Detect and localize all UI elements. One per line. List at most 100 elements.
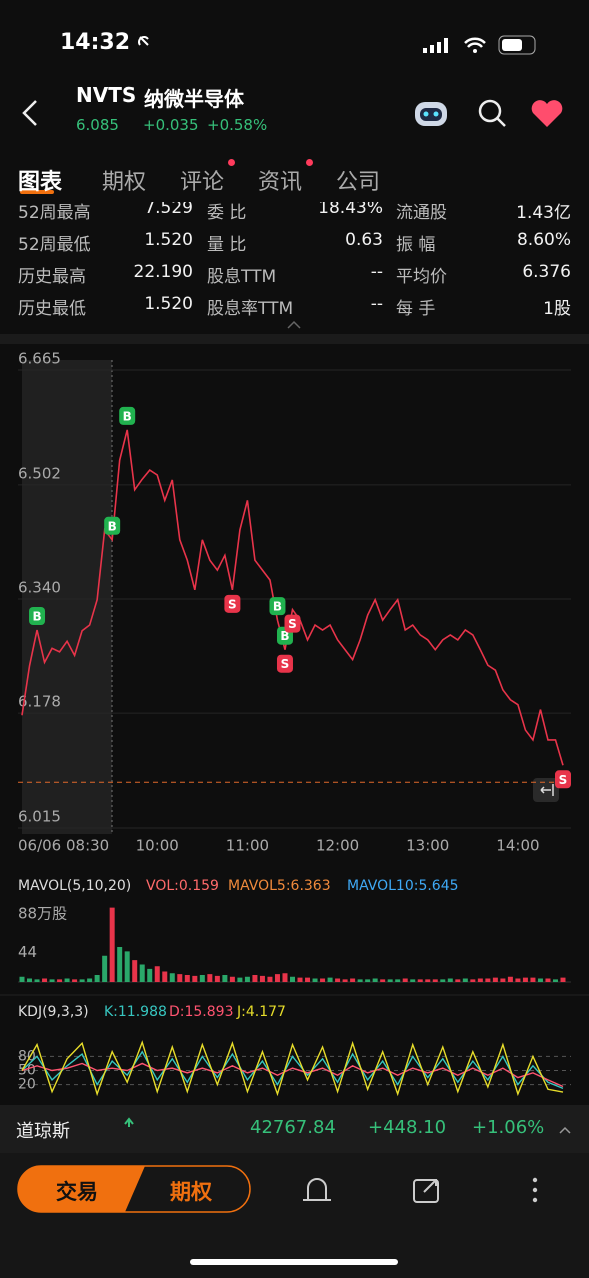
trade-signal: S	[276, 654, 293, 673]
stat-label: 52周最高	[18, 203, 91, 223]
volume-bar	[320, 978, 326, 982]
price: 6.085	[76, 116, 119, 134]
volume-bar	[447, 978, 453, 982]
volume-bar	[214, 975, 220, 982]
more-icon[interactable]	[532, 1177, 538, 1203]
favorite-button[interactable]	[531, 100, 563, 127]
volume-bar	[417, 979, 423, 982]
signal-badge	[269, 597, 286, 616]
y-tick-label: 6.015	[18, 808, 61, 826]
stats-panel: 52周最高 7.529 委 比 18.43% 流通股 1.43亿 52周最低 1.520 量 比…	[0, 202, 589, 320]
stat-value: 1.520	[144, 230, 193, 250]
tab[interactable]: 公司	[336, 170, 381, 195]
stat-label: 股息率TTM	[207, 299, 294, 319]
kdj-line	[21, 1040, 564, 1097]
stat-label: 52周最低	[18, 235, 91, 255]
trade-button[interactable]: 交易	[56, 1180, 98, 1204]
volume-bar	[312, 978, 318, 982]
x-tick-label: 14:00	[496, 837, 539, 855]
stat-value: 0.63	[345, 230, 383, 250]
volume-bar	[222, 975, 228, 982]
trade-signal: B	[104, 516, 121, 535]
up-arrow	[124, 1117, 134, 1127]
stat-value: 22.190	[133, 262, 193, 282]
volume-bar	[455, 979, 461, 982]
collapse-caret[interactable]	[287, 320, 301, 329]
tab[interactable]: 图表	[18, 170, 63, 195]
volume-bar	[485, 978, 491, 982]
price-change: +0.035	[143, 116, 199, 134]
trade-signal: S	[555, 770, 571, 789]
volume-bar	[327, 977, 333, 982]
company-name: 纳微半导体	[144, 87, 244, 111]
volume-bar	[27, 978, 33, 982]
stat-value: 1股	[543, 299, 571, 319]
volume-bar	[432, 979, 438, 982]
ticker-bg	[0, 1105, 589, 1153]
volume-bar	[169, 973, 175, 982]
back-button[interactable]	[22, 100, 37, 126]
trade-signal: S	[284, 614, 301, 633]
home-indicator	[190, 1259, 398, 1265]
ticker-change: +448.10	[368, 1117, 447, 1138]
y-tick-label: 6.340	[18, 579, 61, 597]
trade-button-bg[interactable]	[18, 1166, 145, 1212]
robot-icon[interactable]	[415, 102, 447, 126]
volume-bar	[117, 947, 123, 982]
options-button[interactable]: 期权	[170, 1180, 212, 1204]
signal-label: S	[281, 657, 290, 671]
search-button[interactable]	[478, 99, 506, 127]
volume-bar	[395, 979, 401, 982]
volume-bar	[267, 976, 273, 982]
volume-bar	[154, 966, 160, 982]
signal-label: S	[559, 773, 568, 787]
signal-label: B	[280, 629, 289, 643]
stat-value: --	[370, 294, 383, 314]
volume-bar	[49, 979, 55, 982]
signal-label: B	[32, 610, 41, 624]
stat-label: 量 比	[207, 235, 247, 255]
volume-bar	[552, 979, 558, 982]
volume-bar	[19, 976, 25, 982]
volume-bar	[342, 979, 348, 982]
share-icon[interactable]	[413, 1179, 439, 1203]
signal-badge	[29, 607, 46, 626]
silent-icon	[138, 36, 149, 46]
volume-bar	[64, 978, 70, 982]
x-tick-label: 10:00	[136, 837, 179, 855]
return-icon	[540, 784, 554, 796]
volume-bar	[492, 977, 498, 982]
volume-bar	[425, 979, 431, 982]
signal-badge	[224, 594, 241, 613]
signal-label: S	[228, 597, 237, 611]
stat-label: 股息TTM	[207, 267, 277, 287]
stat-value: 6.376	[522, 262, 571, 282]
x-tick-label: 06/06 08:30	[18, 837, 109, 855]
premarket-shade	[22, 360, 112, 834]
volume-bar	[237, 977, 243, 982]
badge	[306, 159, 313, 166]
tab[interactable]: 期权	[102, 170, 147, 195]
alert-icon[interactable]	[303, 1178, 331, 1201]
stat-label: 振 幅	[396, 235, 436, 255]
ticker-caret[interactable]	[559, 1126, 571, 1134]
volume-bar	[477, 978, 483, 982]
stat-label: 每 手	[396, 299, 436, 319]
tab[interactable]: 资讯	[258, 170, 303, 195]
volume-bar	[560, 977, 566, 982]
signal-badge	[104, 516, 121, 535]
indicator-label: D:15.893	[169, 1004, 234, 1020]
stat-value: 8.60%	[516, 230, 571, 250]
y-tick-label: 44	[18, 943, 37, 961]
volume-bar	[350, 978, 356, 982]
badge	[228, 159, 235, 166]
trade-signal: S	[224, 594, 241, 613]
indicator-label: VOL:0.159	[146, 878, 219, 894]
volume-bar	[42, 978, 48, 982]
stat-label: 平均价	[396, 267, 447, 287]
tab[interactable]: 评论	[180, 170, 225, 195]
clock: 14:32	[60, 30, 131, 55]
ticker-name[interactable]: 道琼斯	[16, 1121, 70, 1142]
